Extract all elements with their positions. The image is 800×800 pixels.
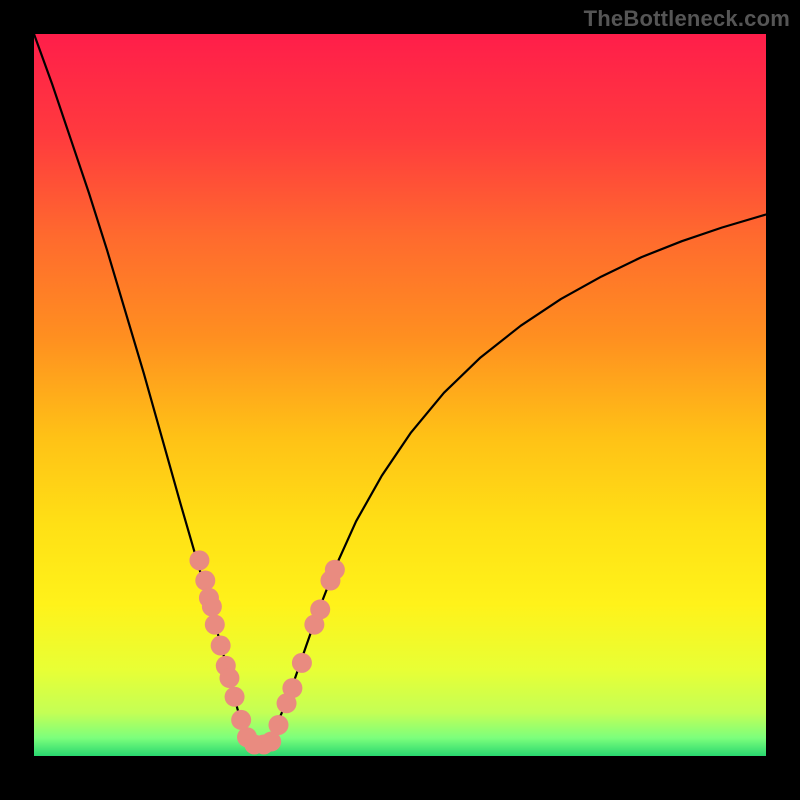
- chart-svg: [0, 0, 800, 800]
- data-marker: [189, 550, 209, 570]
- data-marker: [282, 678, 302, 698]
- data-marker: [231, 710, 251, 730]
- data-marker: [219, 668, 239, 688]
- data-marker: [310, 599, 330, 619]
- data-marker: [211, 636, 231, 656]
- chart-frame: TheBottleneck.com: [0, 0, 800, 800]
- plot-background: [34, 34, 766, 756]
- data-marker: [325, 560, 345, 580]
- data-marker: [205, 615, 225, 635]
- watermark-text: TheBottleneck.com: [584, 6, 790, 32]
- data-marker: [292, 653, 312, 673]
- data-marker: [268, 715, 288, 735]
- data-marker: [195, 571, 215, 591]
- data-marker: [225, 687, 245, 707]
- data-marker: [202, 597, 222, 617]
